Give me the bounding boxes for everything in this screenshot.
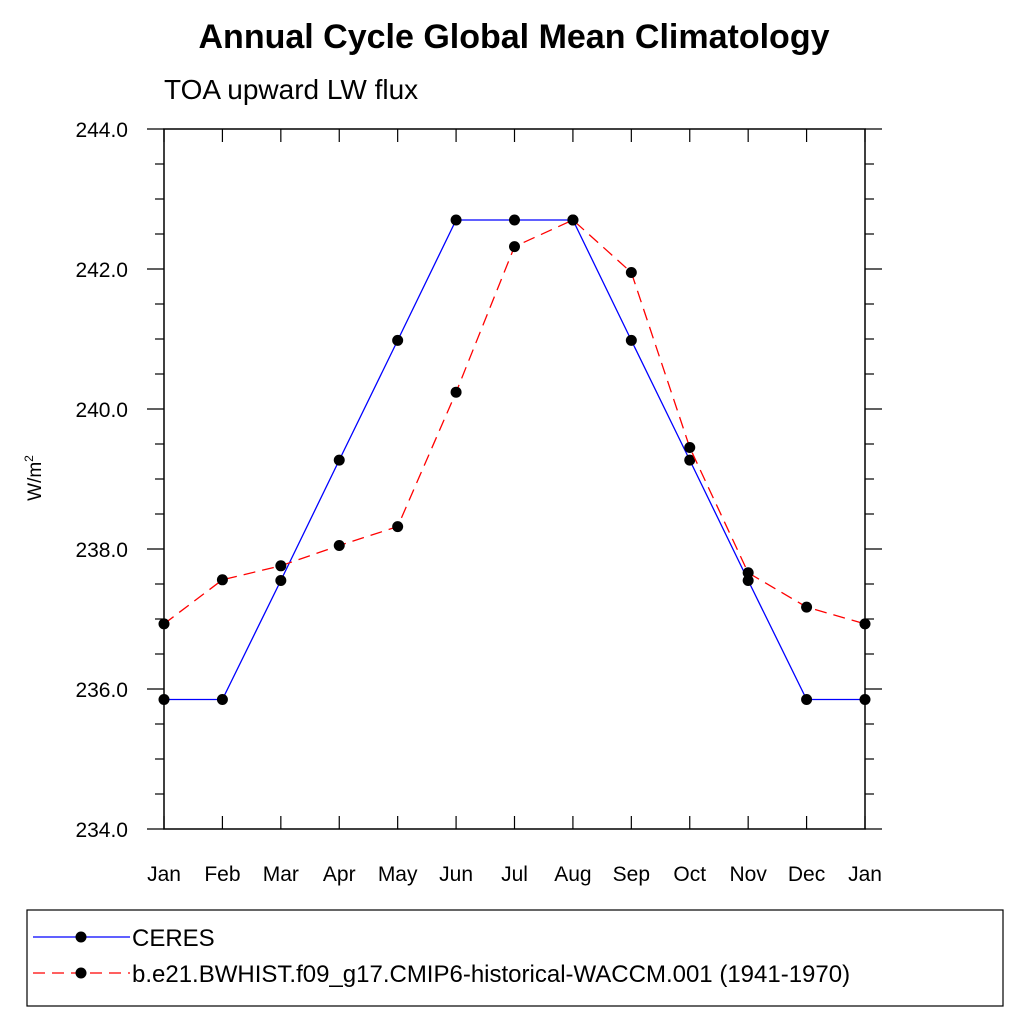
x-tick-label: Dec [788, 863, 825, 886]
series-1-point [392, 334, 404, 346]
y-axis-label-exponent: 2 [22, 455, 36, 462]
series-2-point [567, 214, 579, 226]
y-tick-label: 238.0 [75, 539, 128, 562]
plot-frame [163, 128, 866, 830]
x-tick-label: Feb [204, 863, 240, 886]
series-1-point [742, 575, 754, 586]
x-tick-label: Apr [323, 863, 356, 886]
x-tick-label: Jan [848, 863, 882, 886]
legend: CERES b.e21.BWHIST.f09_g17.CMIP6-historic… [26, 909, 1004, 1007]
series-2-point [392, 521, 404, 533]
series-1-point [801, 694, 813, 705]
y-tick-label: 234.0 [75, 819, 128, 842]
series-2-point [158, 618, 170, 630]
series-line-1 [164, 219, 865, 701]
series-1-point [450, 214, 462, 226]
y-axis-label: W/m2 [22, 455, 46, 501]
series-1-point [216, 694, 228, 705]
series-line-2 [163, 219, 866, 625]
series-2-point [216, 574, 228, 586]
legend-box [26, 909, 1004, 1007]
x-tick-label: Nov [729, 863, 767, 886]
series-1-point [859, 694, 871, 705]
series-2-point [625, 267, 637, 278]
y-axis-label-unit: W/m [25, 462, 46, 501]
legend-swatch-marker-2 [75, 967, 87, 979]
series-2-point [275, 560, 287, 572]
series-2-point [509, 241, 520, 253]
series-1-point [275, 575, 287, 586]
x-tick-label: Sep [613, 863, 650, 886]
y-tick-label: 244.0 [75, 119, 128, 142]
series-1-point [333, 454, 345, 466]
legend-label-1: CERES [132, 925, 215, 952]
legend-label-2: b.e21.BWHIST.f09_g17.CMIP6-historical-WA… [132, 961, 850, 988]
y-tick-label: 242.0 [75, 259, 128, 282]
series-2-point [859, 618, 871, 630]
series-1-point [158, 694, 170, 705]
series-1-point [625, 334, 637, 346]
x-tick-label: Mar [263, 863, 299, 886]
series-1-point [684, 454, 696, 466]
legend-swatch-marker-1 [75, 931, 87, 943]
series-1-point [509, 214, 520, 226]
series-2-point [450, 386, 462, 398]
chart-title: Annual Cycle Global Mean Climatology [199, 18, 830, 56]
plot-area: Jan Feb Mar Apr May Jun Jul Aug Sep Oct Nov Dec Jan 2… [75, 119, 882, 886]
y-tick-label: 240.0 [75, 399, 128, 422]
x-tick-label: Jun [439, 863, 473, 886]
chart-subtitle: TOA upward LW flux [164, 74, 418, 105]
series-2-point [684, 442, 696, 453]
x-tick-label: Jul [501, 863, 528, 886]
x-tick-label: Oct [673, 863, 706, 886]
series-2-point [801, 601, 813, 613]
x-tick-label: Aug [554, 863, 591, 886]
x-tick-label: Jan [147, 863, 181, 886]
x-tick-label: May [378, 863, 418, 886]
y-tick-label: 236.0 [75, 679, 128, 702]
series-2-point [742, 567, 754, 579]
series-2-point [333, 540, 345, 551]
